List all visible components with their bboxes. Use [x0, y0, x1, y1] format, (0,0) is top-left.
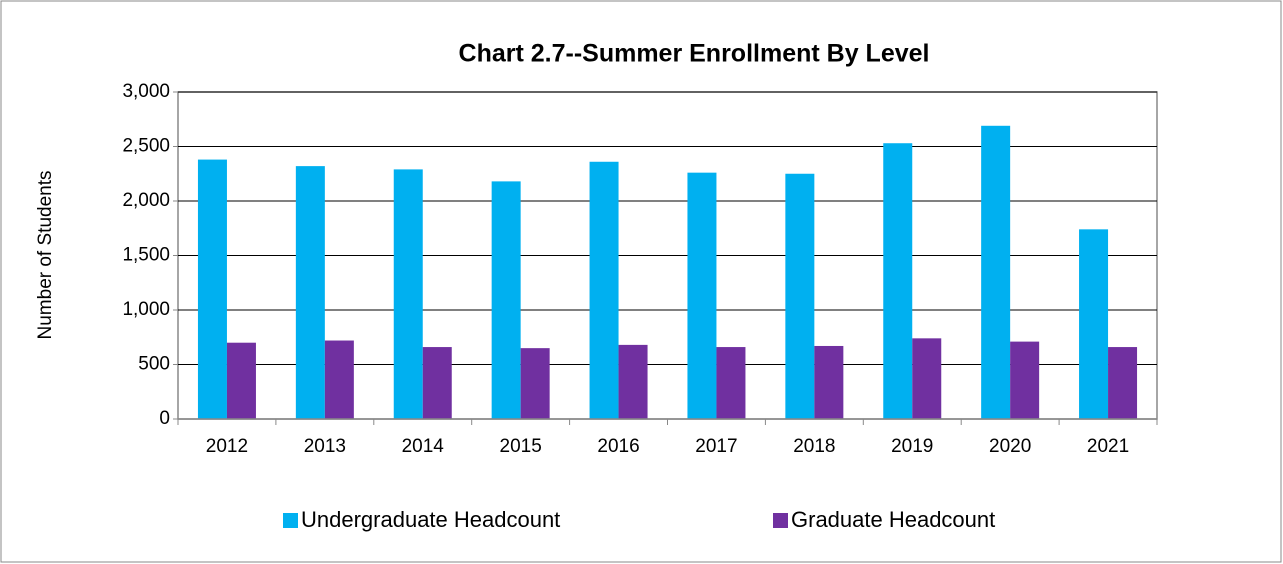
bar: [1010, 341, 1040, 419]
y-tick-label: 2,500: [122, 136, 170, 157]
x-tick-label: 2021: [1087, 436, 1129, 457]
bar: [324, 340, 354, 419]
bar: [716, 347, 746, 419]
legend-label: Graduate Headcount: [791, 507, 995, 532]
chart-title: Chart 2.7--Summer Enrollment By Level: [459, 40, 930, 68]
legend-label: Undergraduate Headcount: [301, 507, 560, 532]
x-tick-label: 2017: [695, 436, 737, 457]
bar: [491, 181, 521, 419]
x-tick-label: 2019: [891, 436, 933, 457]
x-tick-label: 2016: [597, 436, 639, 457]
bar: [520, 348, 550, 419]
bar: [1079, 229, 1109, 419]
y-tick-label: 2,000: [122, 190, 170, 211]
bar: [295, 166, 325, 419]
bar: [589, 161, 619, 419]
legend-swatch: [773, 513, 788, 528]
x-tick-label: 2013: [304, 436, 346, 457]
legend-swatch: [283, 513, 298, 528]
x-tick-label: 2012: [206, 436, 248, 457]
y-tick-label: 500: [138, 354, 170, 375]
bar: [197, 159, 227, 419]
y-tick-label: 0: [159, 408, 170, 429]
y-tick-label: 1,000: [122, 299, 170, 320]
bar: [1108, 347, 1138, 419]
x-tick-label: 2020: [989, 436, 1031, 457]
x-tick-label: 2014: [402, 436, 445, 457]
bar: [393, 169, 423, 419]
bar: [785, 173, 815, 419]
bar: [226, 342, 256, 419]
y-axis-label: Number of Students: [35, 171, 56, 340]
bar: [422, 347, 452, 419]
bar: [912, 338, 942, 419]
bar: [883, 143, 913, 420]
bar: [814, 345, 844, 419]
x-tick-label: 2015: [500, 436, 542, 457]
bar: [618, 344, 648, 419]
bar: [687, 172, 717, 419]
bar: [981, 125, 1011, 419]
x-tick-label: 2018: [793, 436, 835, 457]
y-tick-label: 1,500: [122, 245, 170, 266]
y-tick-label: 3,000: [122, 81, 170, 102]
